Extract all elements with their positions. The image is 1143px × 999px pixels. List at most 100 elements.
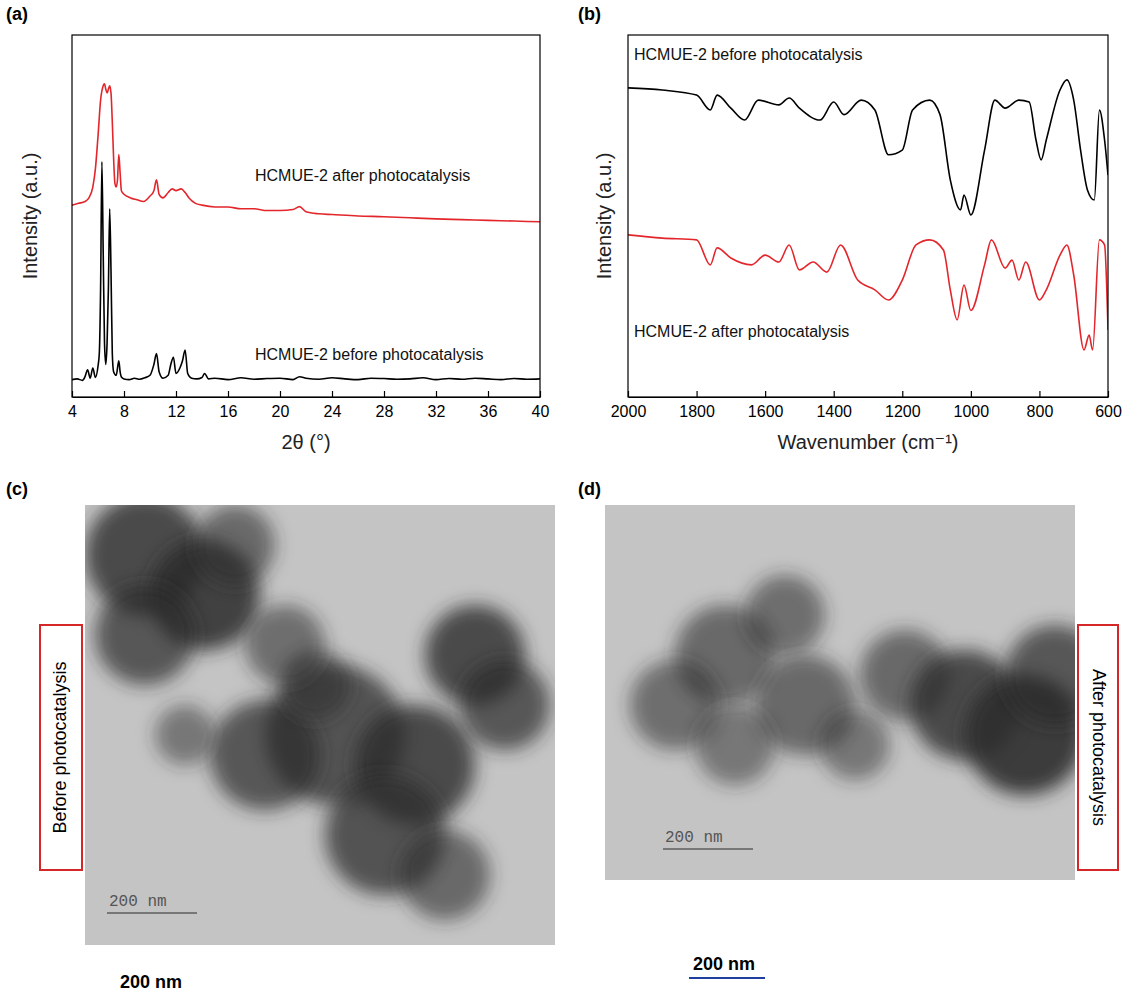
x-tick: 8 (120, 391, 129, 420)
x-tick-mark (696, 391, 697, 397)
x-tick-mark (488, 391, 489, 397)
x-tick-mark (72, 391, 73, 397)
x-tick: 1200 (885, 391, 921, 420)
x-tick-mark (971, 391, 972, 397)
caption-box (1078, 625, 1118, 870)
plot-frame (72, 35, 540, 397)
x-tick-label: 36 (480, 403, 498, 420)
series-line (628, 235, 1108, 350)
tem-particle (195, 505, 275, 585)
caption-text: Before photocatalysis (50, 661, 70, 833)
x-tick: 800 (1027, 391, 1054, 420)
x-tick: 36 (480, 391, 498, 420)
tem-particle (245, 605, 325, 685)
plot-area (72, 84, 540, 380)
x-tick-label: 600 (1095, 403, 1122, 420)
x-tick-mark (540, 391, 541, 397)
x-tick-label: 4 (68, 403, 77, 420)
chart-panel: 4 8 12 16 20 24 28 32 36 40 2θ (°) Intensity (a.u.)… (6, 4, 550, 453)
tem-particle (95, 585, 195, 685)
scale-bar (107, 912, 197, 914)
x-tick: 600 (1095, 391, 1122, 420)
series-line (72, 162, 540, 381)
tem-particle (460, 660, 550, 750)
scale-underline (689, 977, 765, 979)
x-tick-label: 20 (272, 403, 290, 420)
scale-text: 200 nm (109, 893, 167, 911)
x-tick: 4 (68, 391, 77, 420)
x-axis-line (629, 397, 1109, 398)
x-tick-label: 32 (428, 403, 446, 420)
chart-panel: 2000 1800 1600 1400 1200 1000 800 600 Wavenumber… (578, 4, 1122, 453)
x-tick-label: 1000 (954, 403, 990, 420)
x-tick-label: 12 (168, 403, 186, 420)
x-tick-mark (834, 391, 835, 397)
x-tick-mark (902, 391, 903, 397)
x-tick-mark (384, 391, 385, 397)
x-tick-mark (124, 391, 125, 397)
x-tick: 1800 (679, 391, 715, 420)
x-tick: 16 (220, 391, 238, 420)
x-tick: 24 (324, 391, 342, 420)
x-tick-label: 8 (120, 403, 129, 420)
x-tick: 28 (376, 391, 394, 420)
x-tick: 40 (532, 391, 550, 420)
tem-particle (820, 710, 890, 780)
x-tick: 2000 (611, 391, 647, 420)
x-tick-label: 1200 (885, 403, 921, 420)
x-tick-label: 1600 (748, 403, 784, 420)
scale-label: 200 nm (693, 954, 755, 974)
x-tick-mark (765, 391, 766, 397)
panel-label: (a) (6, 4, 28, 24)
tem-image (605, 505, 1075, 880)
tem-particle (695, 705, 775, 785)
series-label: HCMUE-2 after photocatalysis (634, 323, 849, 340)
x-tick-mark (628, 391, 629, 397)
plot-frame (628, 35, 1108, 397)
x-tick-mark (228, 391, 229, 397)
x-axis: 2000 1800 1600 1400 1200 1000 800 600 (611, 391, 1122, 420)
panel-label: (d) (578, 479, 601, 499)
x-tick-mark (1108, 391, 1109, 397)
x-axis-title: 2θ (°) (281, 431, 330, 453)
x-tick-mark (1039, 391, 1040, 397)
series-label: HCMUE-2 before photocatalysis (634, 46, 863, 63)
scale-bar (663, 848, 753, 850)
x-tick-label: 1400 (816, 403, 852, 420)
image-panel: 200 nm200 nmBefore photocatalysis(c) (6, 479, 555, 992)
x-tick-label: 16 (220, 403, 238, 420)
tem-particle (400, 830, 490, 920)
caption-box (40, 625, 82, 870)
x-tick-label: 40 (532, 403, 550, 420)
x-axis-title: Wavenumber (cm⁻¹) (778, 431, 959, 453)
figure: 4 8 12 16 20 24 28 32 36 40 2θ (°) Intensity (a.u.)… (0, 0, 1143, 999)
x-axis: 4 8 12 16 20 24 28 32 36 40 (68, 391, 549, 420)
scale-label: 200 nm (120, 972, 182, 992)
panel-label: (b) (578, 4, 601, 24)
x-tick-mark (280, 391, 281, 397)
x-tick-mark (436, 391, 437, 397)
x-tick: 1400 (816, 391, 852, 420)
x-tick: 1000 (954, 391, 990, 420)
x-tick: 1600 (748, 391, 784, 420)
series-line (628, 80, 1108, 215)
x-tick-mark (332, 391, 333, 397)
tem-image (85, 505, 555, 945)
y-axis-title: Intensity (a.u.) (19, 153, 41, 280)
x-tick-label: 24 (324, 403, 342, 420)
x-axis-line (73, 397, 541, 398)
x-tick: 20 (272, 391, 290, 420)
x-tick-label: 2000 (611, 403, 647, 420)
x-tick-label: 28 (376, 403, 394, 420)
series-label: HCMUE-2 after photocatalysis (255, 167, 470, 184)
image-panel: 200 nm 200 nm After photocatalysis (d) (578, 479, 1118, 978)
caption-text: After photocatalysis (1089, 669, 1109, 826)
scale-text: 200 nm (665, 829, 723, 847)
x-tick: 12 (168, 391, 186, 420)
x-tick: 32 (428, 391, 446, 420)
series-line (72, 84, 540, 222)
y-axis-title: Intensity (a.u.) (593, 153, 615, 280)
x-tick-label: 1800 (679, 403, 715, 420)
tem-particle (155, 705, 215, 765)
plot-area (628, 80, 1108, 350)
